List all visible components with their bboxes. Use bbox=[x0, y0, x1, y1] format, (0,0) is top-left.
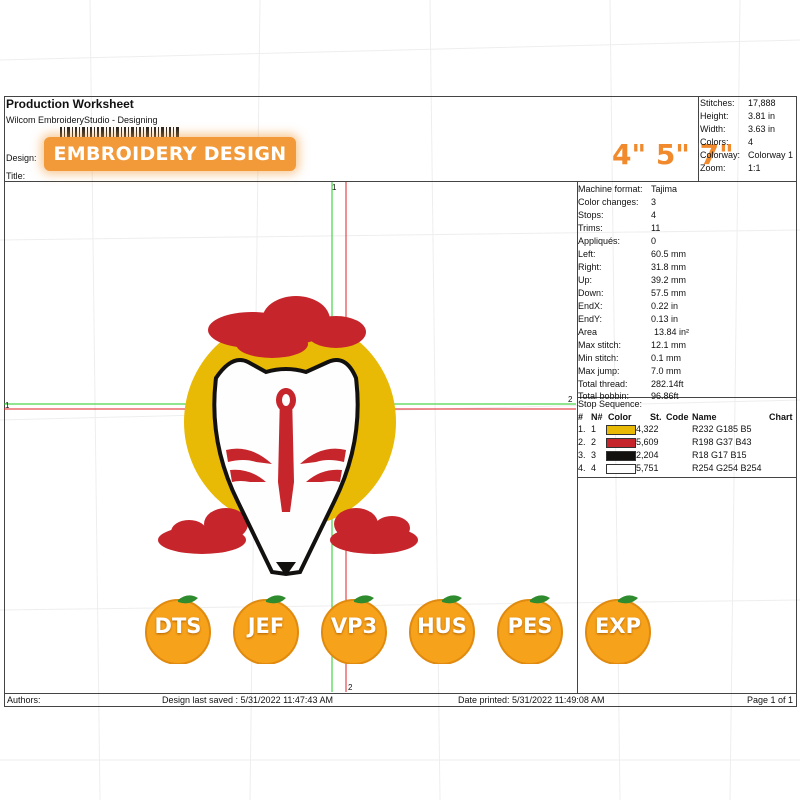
stat-colors: Colors: 4 bbox=[700, 137, 754, 147]
fox-mask bbox=[212, 358, 360, 577]
stat-width: Width: 3.63 in bbox=[700, 124, 776, 134]
stop-sequence-header: # N# Color St. Code Name Chart bbox=[578, 411, 796, 423]
table-row: 4. 4 5,751 R254 G254 B254 bbox=[578, 463, 762, 474]
hoop-sizes: 4" 5" 7" bbox=[612, 138, 734, 171]
stat-stitches: Stitches: 17,888 bbox=[700, 98, 776, 108]
bottom-left-cloud bbox=[158, 508, 248, 554]
footer-divider bbox=[5, 693, 796, 694]
guide-marker-bottom: 2 bbox=[348, 683, 353, 692]
format-badge-vp3: VP3 bbox=[318, 592, 390, 665]
design-canvas[interactable] bbox=[4, 182, 576, 692]
app-name: Wilcom EmbroideryStudio - Designing bbox=[6, 115, 158, 125]
table-row: 1. 1 4,322 R232 G185 B5 bbox=[578, 424, 752, 435]
format-badge-hus: HUS bbox=[406, 592, 478, 665]
guide-marker-left: 1 bbox=[5, 401, 10, 410]
header-divider bbox=[5, 181, 796, 182]
format-badge-pes: PES bbox=[494, 592, 566, 665]
format-badge-dts: DTS bbox=[142, 592, 214, 665]
orange-icon bbox=[497, 595, 563, 665]
color-swatch bbox=[606, 451, 636, 461]
page-title: Production Worksheet bbox=[6, 97, 134, 111]
orange-icon bbox=[145, 595, 211, 665]
col-code: Code bbox=[666, 412, 689, 422]
col-chart: Chart bbox=[769, 412, 793, 422]
footer-printed: Date printed: 5/31/2022 11:49:08 AM bbox=[458, 695, 605, 705]
orange-icon bbox=[585, 595, 651, 665]
format-badge-jef: JEF bbox=[230, 592, 302, 665]
guide-marker-top: 1 bbox=[332, 183, 337, 192]
color-swatch bbox=[606, 464, 636, 474]
orange-icon bbox=[233, 595, 299, 665]
col-color: Color bbox=[608, 412, 632, 422]
footer-authors: Authors: bbox=[7, 695, 41, 705]
stats-divider bbox=[698, 97, 699, 181]
stat-zoom: Zoom: 1:1 bbox=[700, 163, 761, 173]
table-row: 2. 2 5,609 R198 G37 B43 bbox=[578, 437, 752, 448]
guide-marker-right: 2 bbox=[568, 395, 573, 404]
footer-saved: Design last saved : 5/31/2022 11:47:43 A… bbox=[162, 695, 333, 705]
orange-icon bbox=[321, 595, 387, 665]
top-cloud bbox=[208, 296, 366, 358]
bottom-right-cloud bbox=[330, 508, 418, 554]
worksheet bbox=[4, 96, 797, 707]
design-label: Design: bbox=[6, 153, 37, 163]
col-st: St. bbox=[650, 412, 662, 422]
stat-colorway: Colorway: Colorway 1 bbox=[700, 150, 794, 160]
embroidery-design-badge: EMBROIDERY DESIGN bbox=[44, 137, 296, 171]
barcode bbox=[60, 127, 179, 139]
col-name: Name bbox=[692, 412, 717, 422]
col-hash: # bbox=[578, 412, 584, 422]
title-label: Title: bbox=[6, 171, 26, 181]
stop-divider bbox=[577, 397, 796, 398]
panel-divider bbox=[577, 181, 578, 693]
format-badge-exp: EXP bbox=[582, 592, 654, 665]
color-swatch bbox=[606, 425, 636, 435]
stop-end-divider bbox=[577, 477, 796, 478]
col-n: N# bbox=[591, 412, 603, 422]
table-row: 3. 3 2,204 R18 G17 B15 bbox=[578, 450, 747, 461]
color-swatch bbox=[606, 438, 636, 448]
footer-page: Page 1 of 1 bbox=[747, 695, 794, 705]
stop-sequence-title: Stop Sequence: bbox=[578, 399, 643, 409]
stat-height: Height: 3.81 in bbox=[700, 111, 776, 121]
